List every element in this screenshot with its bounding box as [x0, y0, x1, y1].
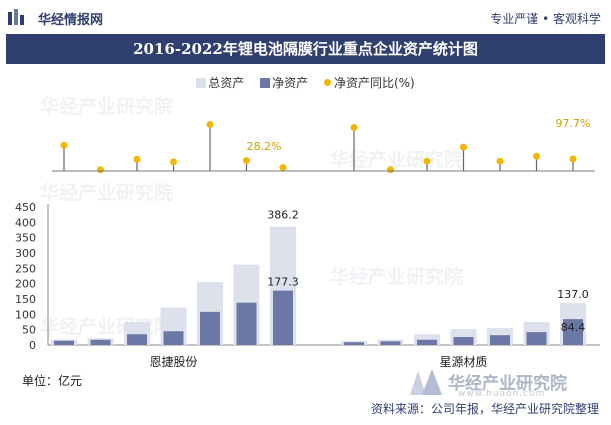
growth-point: [350, 124, 358, 132]
net-assets-bar: [54, 340, 74, 345]
net-assets-bar: [236, 302, 257, 345]
brand-logo-icon: [8, 9, 24, 25]
data-label: 97.7%: [556, 117, 591, 130]
legend-total-swatch: [196, 78, 207, 88]
growth-point: [206, 120, 214, 128]
net-assets-bar: [200, 311, 220, 345]
watermark-logo-icon: [410, 369, 442, 395]
net-assets-bar: [563, 319, 583, 345]
y-tick-label: 200: [15, 278, 36, 291]
data-label: 177.3: [267, 276, 299, 289]
net-assets-bar: [526, 332, 547, 345]
watermark-text: 华经产业研究院: [330, 266, 464, 288]
legend-net-swatch: [260, 78, 271, 88]
y-tick-label: 0: [29, 339, 36, 352]
growth-point: [387, 166, 394, 174]
net-assets-bar: [344, 342, 364, 345]
title-bar: 2016-2022年锂电池隔膜行业重点企业资产统计图: [6, 34, 605, 64]
legend-net-label: 净资产: [272, 76, 309, 90]
top-header: 华经情报网 专业严谨 • 客观科学: [0, 0, 611, 34]
y-tick-label: 350: [15, 232, 36, 245]
slogan: 专业严谨 • 客观科学: [490, 12, 601, 26]
watermark-text: 华经产业研究院: [40, 182, 174, 204]
brand-name: 华经情报网: [38, 13, 104, 28]
unit-label: 单位：亿元: [22, 374, 83, 388]
net-assets-bar: [273, 290, 293, 345]
legend-growth-label: 净资产同比(%): [333, 76, 415, 90]
watermark-url: www.huaon.com: [458, 389, 546, 399]
total-assets-bar: [414, 334, 440, 345]
y-tick-label: 300: [15, 247, 36, 260]
growth-point: [60, 141, 68, 149]
growth-point: [97, 166, 104, 174]
growth-point: [569, 155, 577, 163]
growth-point: [243, 157, 250, 165]
y-tick-label: 250: [15, 262, 36, 275]
watermark-text: 华经产业研究院: [330, 149, 464, 171]
watermark-text: 华经产业研究院: [40, 96, 174, 118]
growth-point: [533, 152, 540, 160]
y-tick-label: 100: [15, 308, 36, 321]
data-label: 28.2%: [247, 140, 282, 153]
legend: 总资产 净资产 净资产同比(%): [0, 74, 611, 91]
net-assets-bar: [380, 341, 401, 345]
net-assets-bar: [453, 337, 474, 345]
growth-point: [460, 143, 467, 151]
legend-total: 总资产: [196, 74, 244, 91]
y-tick-label: 50: [22, 324, 36, 337]
data-source: 资料来源：公司年报，华经产业研究院整理: [370, 402, 599, 416]
chart-title: 2016-2022年锂电池隔膜行业重点企业资产统计图: [133, 40, 478, 58]
net-assets-bar: [127, 334, 147, 345]
growth-point: [170, 158, 177, 166]
data-label: 84.4: [561, 321, 586, 334]
legend-net: 净资产: [260, 74, 308, 91]
growth-point: [279, 164, 287, 172]
x-group-label: 恩捷股份: [149, 355, 197, 369]
x-group-label: 星源材质: [439, 355, 487, 369]
legend-growth: 净资产同比(%): [323, 74, 415, 91]
growth-point: [496, 157, 504, 165]
y-tick-label: 450: [15, 201, 36, 214]
data-label: 137.0: [557, 288, 589, 301]
growth-point: [133, 155, 141, 163]
y-tick-label: 150: [15, 293, 36, 306]
watermark-brand: 华经产业研究院: [448, 374, 567, 394]
growth-point: [423, 157, 431, 165]
legend-total-label: 总资产: [208, 76, 245, 90]
net-assets-bar: [90, 339, 111, 345]
net-assets-bar: [163, 331, 184, 345]
net-assets-bar: [490, 335, 510, 345]
net-assets-bar: [417, 339, 437, 345]
y-tick-label: 400: [15, 216, 36, 229]
legend-growth-marker: [323, 79, 331, 86]
data-label: 386.2: [267, 209, 299, 222]
